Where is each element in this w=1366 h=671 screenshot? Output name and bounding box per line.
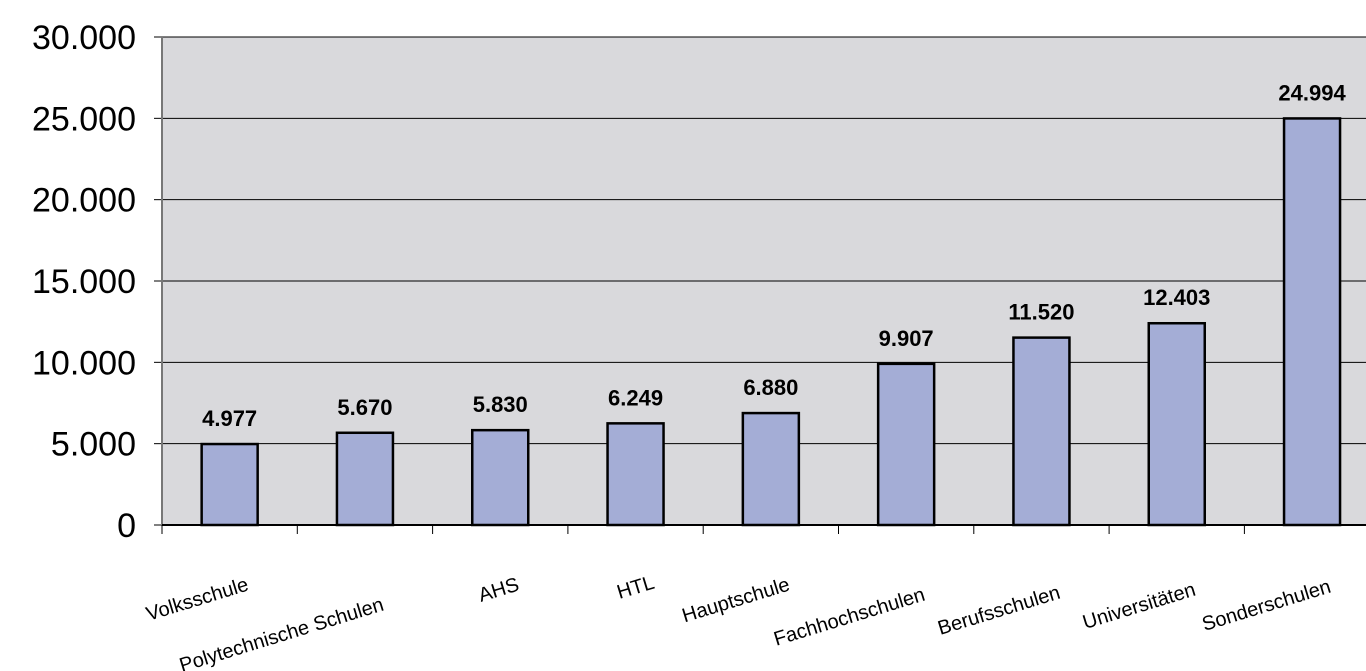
x-tick-label: Hauptschule <box>680 574 793 628</box>
y-tick-label: 10.000 <box>32 344 136 382</box>
y-tick-label: 0 <box>117 507 136 545</box>
y-axis: 0 5.000 10.000 15.000 20.000 25.000 30.000 <box>32 19 163 545</box>
y-tick-label: 25.000 <box>32 100 136 138</box>
bar-volksschule <box>200 442 259 527</box>
x-tick-label: Universitäten <box>1080 579 1198 634</box>
x-tick-label: Volksschule <box>144 574 251 626</box>
data-label: 12.403 <box>1143 285 1210 310</box>
bar-polytechnische-schulen <box>335 431 395 527</box>
data-label: 4.977 <box>202 406 257 431</box>
x-tick-label: Fachhochschulen <box>771 584 927 651</box>
bar-universitäten <box>1147 321 1206 527</box>
data-label: 11.520 <box>1008 300 1074 325</box>
x-tick-label: AHS <box>476 574 522 607</box>
x-tick-label: Berufsschulen <box>935 582 1063 640</box>
bar-fachhochschulen <box>876 362 936 527</box>
bars <box>200 117 1342 527</box>
bar-ahs <box>471 428 530 527</box>
x-tick-label: Sonderschulen <box>1199 576 1333 636</box>
data-label: 9.907 <box>879 326 934 351</box>
data-label: 5.670 <box>337 395 392 420</box>
bar-htl <box>606 422 665 527</box>
y-tick-label: 15.000 <box>32 263 136 301</box>
y-tick-label: 20.000 <box>32 182 136 220</box>
data-label: 24.994 <box>1278 80 1346 105</box>
x-tick-label: HTL <box>614 572 657 604</box>
bar-sonderschulen <box>1282 117 1342 527</box>
y-tick-label: 30.000 <box>32 19 136 57</box>
data-label: 6.249 <box>608 385 663 410</box>
bar-berufsschulen <box>1012 336 1071 527</box>
data-label: 5.830 <box>473 392 528 417</box>
bar-hauptschule <box>741 411 801 527</box>
data-label: 6.880 <box>743 375 798 400</box>
y-tick-label: 5.000 <box>51 426 136 464</box>
data-labels: 4.977 5.670 5.830 6.249 6.880 9.907 11.520 12.4… <box>202 80 1346 431</box>
